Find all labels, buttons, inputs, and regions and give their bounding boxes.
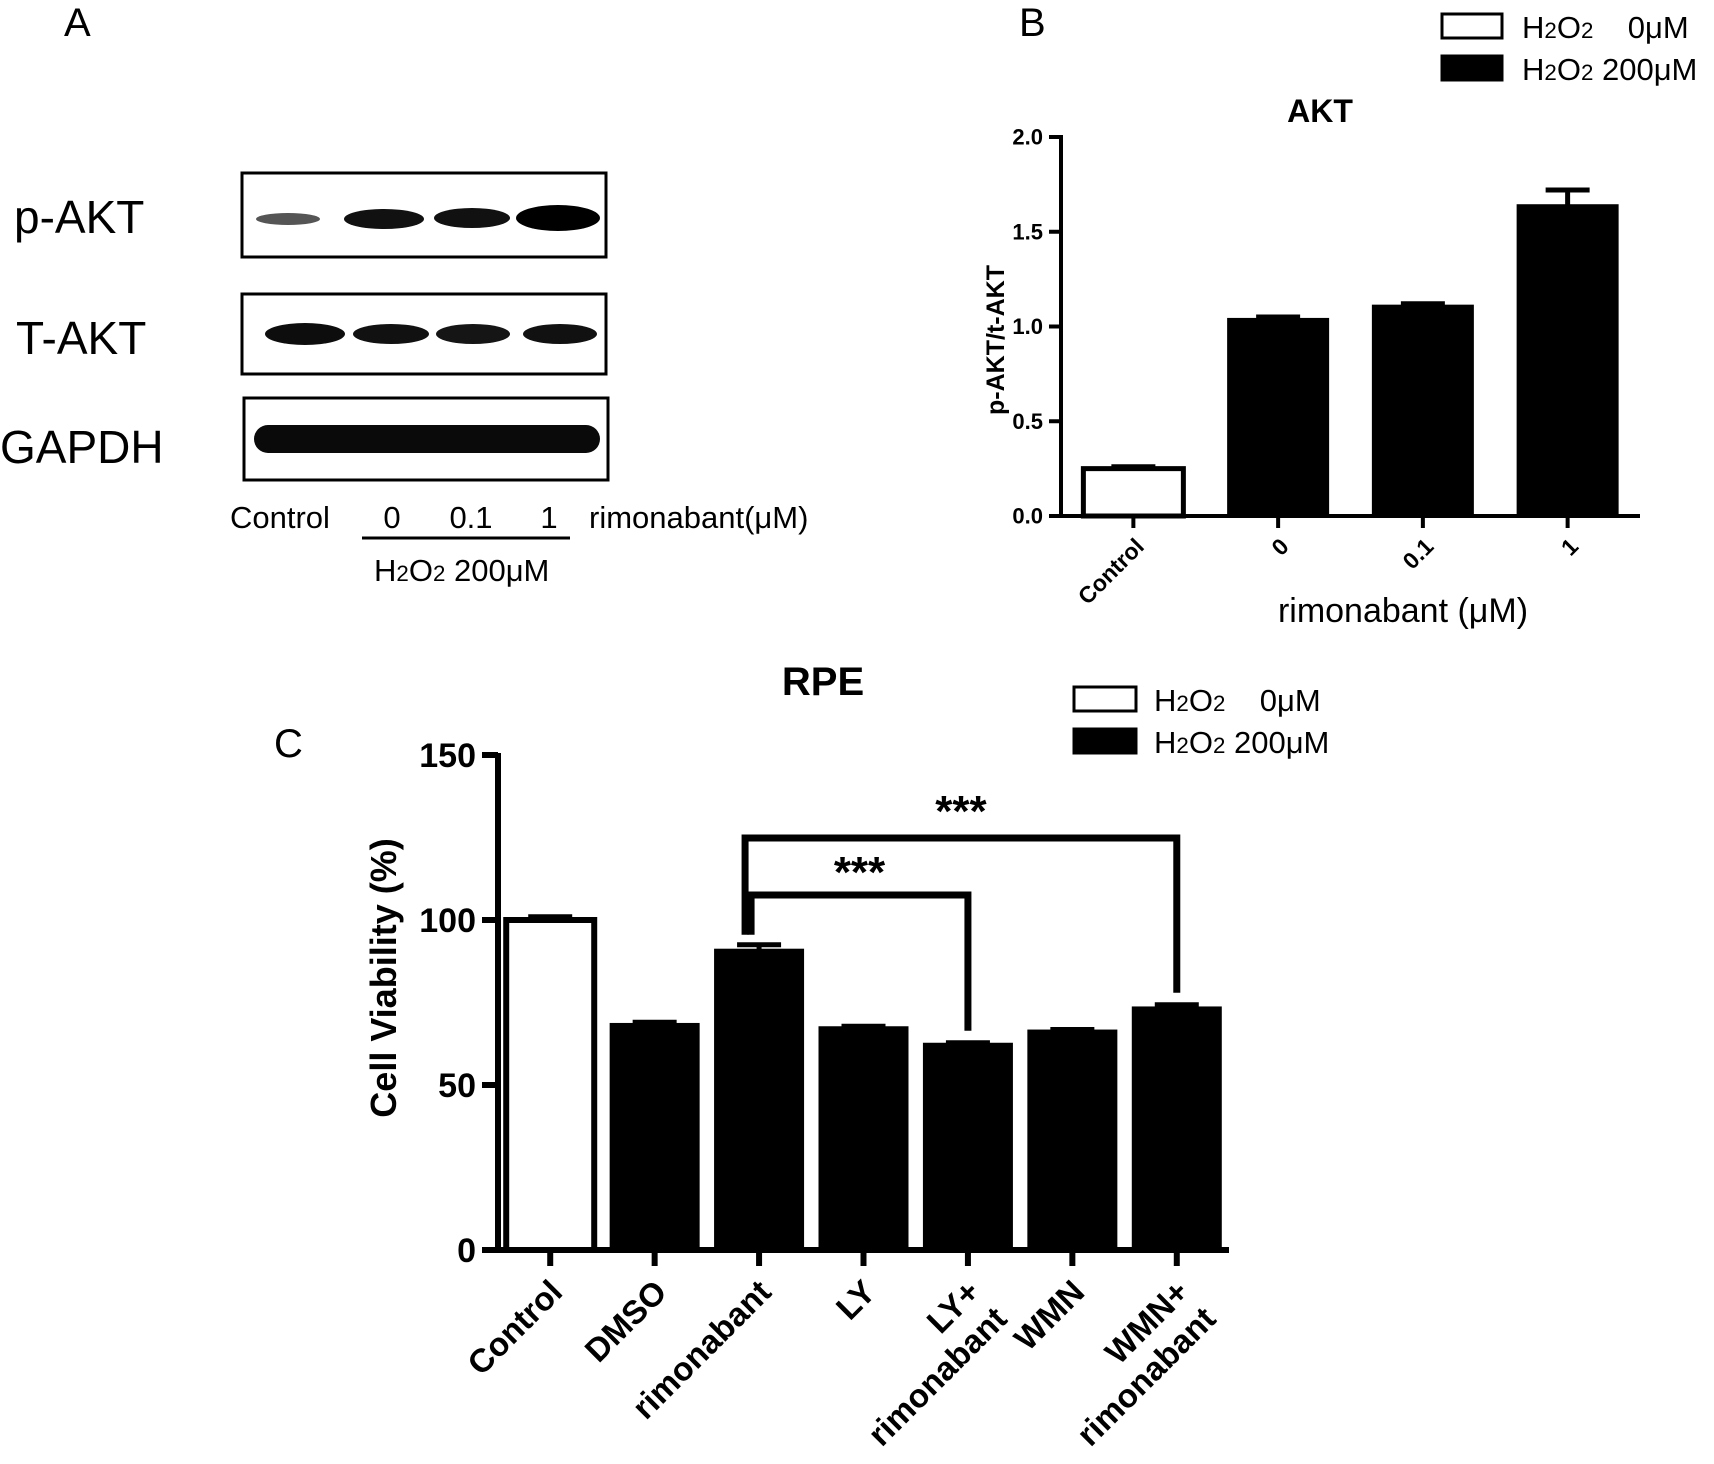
legend-b-entry-0: H2O2 0μM bbox=[1522, 10, 1689, 45]
lane-label-1: 1 bbox=[540, 500, 557, 535]
chart-c-ylabel: Cell Viability (%) bbox=[363, 838, 404, 1117]
chart-b-bar-0.1 bbox=[1371, 304, 1474, 517]
chart-b-bars bbox=[1080, 187, 1619, 519]
chart-b-x-tick-label-1: 1 bbox=[1556, 533, 1584, 561]
chart-c-significance-stars-2: *** bbox=[935, 787, 987, 836]
chart-b-y-tick-label: 0.5 bbox=[1012, 409, 1043, 434]
chart-c-x-tick-label-control: Control bbox=[460, 1273, 569, 1382]
band-p-akt-1 bbox=[516, 205, 600, 231]
panel-b-label: B bbox=[1019, 1, 1046, 45]
chart-c-significance-bracket-2 bbox=[741, 834, 1181, 993]
chart-b-title: AKT bbox=[1287, 93, 1353, 129]
chart-c-bar-wmn bbox=[1027, 1029, 1118, 1252]
band-p-akt-0 bbox=[344, 209, 424, 229]
chart-c-bar-wmn-rimonabant bbox=[1131, 1006, 1222, 1252]
chart-c: RPE Cell Viability (%) 0 50 100 150 Control… bbox=[363, 660, 1229, 1453]
lane-label-control: Control bbox=[230, 500, 330, 535]
chart-c-significance-stars-1: *** bbox=[834, 848, 886, 897]
chart-b-y-tick-label: 0.0 bbox=[1012, 504, 1043, 529]
legend-c-swatch-0 bbox=[1072, 685, 1138, 713]
panel-a: A p-AKT T-AKT GAPDH Control 0 0.1 1 rimo… bbox=[0, 1, 808, 588]
lane-label-0.1: 0.1 bbox=[449, 500, 492, 535]
chart-b-bar-0 bbox=[1227, 317, 1330, 518]
chart-b-y-tick-label: 1.5 bbox=[1012, 219, 1043, 244]
chart-c-bar-ly-rimonabant bbox=[922, 1042, 1013, 1251]
legend-b-entry-1: H2O2 200μM bbox=[1522, 52, 1697, 87]
blot-row-label-p-akt: p-AKT bbox=[14, 191, 144, 243]
chart-c-y-tick-label: 150 bbox=[419, 737, 476, 775]
chart-b-ylabel: p-AKT/t-AKT bbox=[982, 265, 1010, 415]
chart-b-y-tick-label: 1.0 bbox=[1012, 314, 1043, 339]
chart-c-annotations: *** *** bbox=[741, 787, 1181, 1031]
band-p-akt-0.1 bbox=[434, 208, 510, 228]
band-p-akt-control bbox=[256, 213, 320, 225]
panel-a-label: A bbox=[64, 1, 91, 45]
chart-b-x-tick-label-0: 0 bbox=[1266, 533, 1293, 560]
panel-c-label: C bbox=[274, 722, 303, 766]
chart-b-xlabel: rimonabant (μM) bbox=[1278, 592, 1528, 630]
legend-c-entry-1: H2O2 200μM bbox=[1154, 725, 1329, 760]
chart-c-bar-rimonabant bbox=[714, 948, 805, 1251]
chart-c-y-tick-label: 50 bbox=[438, 1067, 476, 1105]
chart-b-x-tick-label-control: Control bbox=[1073, 533, 1149, 609]
chart-b-bar-1 bbox=[1516, 204, 1619, 517]
chart-c-bar-ly bbox=[818, 1026, 909, 1251]
chart-c-title: RPE bbox=[782, 660, 864, 704]
chart-c-y-tick-label: 0 bbox=[457, 1232, 476, 1270]
chart-c-bars bbox=[503, 914, 1222, 1253]
band-gapdh bbox=[254, 425, 600, 453]
chart-b-y-axis: 0.0 0.5 1.0 1.5 2.0 bbox=[1012, 125, 1063, 529]
chart-c-significance-bracket-1 bbox=[747, 891, 972, 1031]
lane-label-0: 0 bbox=[383, 500, 400, 535]
chart-c-bar-control bbox=[503, 917, 598, 1253]
blot-row-label-t-akt: T-AKT bbox=[16, 312, 146, 364]
chart-b-y-tick-label: 2.0 bbox=[1012, 125, 1043, 150]
band-t-akt-1 bbox=[523, 324, 597, 344]
legend-c-entry-0: H2O2 0μM bbox=[1154, 683, 1321, 718]
legend-b-swatch-1 bbox=[1440, 54, 1504, 82]
legend-b-swatch-0 bbox=[1440, 12, 1504, 40]
treatment-label: H2O2 200μM bbox=[374, 553, 549, 588]
legend-c-swatch-1 bbox=[1072, 727, 1138, 755]
blot-row-label-gapdh: GAPDH bbox=[0, 421, 164, 473]
band-t-akt-control bbox=[265, 323, 345, 345]
band-t-akt-0.1 bbox=[436, 324, 510, 344]
legend-c: H2O2 0μM H2O2 200μM bbox=[1072, 683, 1329, 760]
chart-c-x-tick-label-wmn: WMN bbox=[1007, 1273, 1091, 1357]
chart-c-x-tick-label-ly: LY bbox=[829, 1273, 883, 1327]
legend-b: H2O2 0μM H2O2 200μM bbox=[1440, 10, 1697, 87]
chart-b-bar-control bbox=[1080, 466, 1186, 519]
chart-c-x-tick-label-dmso: DMSO bbox=[577, 1273, 673, 1369]
lane-axis-label: rimonabant(μM) bbox=[589, 500, 808, 535]
chart-c-y-axis: 0 50 100 150 bbox=[419, 737, 501, 1270]
chart-c-y-tick-label: 100 bbox=[419, 902, 476, 940]
chart-b: AKT p-AKT/t-AKT 0.00.51.01.52.0 Control 0… bbox=[982, 93, 1640, 630]
chart-c-bar-dmso bbox=[609, 1022, 700, 1252]
chart-b-x-tick-label-0.1: 0.1 bbox=[1397, 533, 1438, 574]
band-t-akt-0 bbox=[353, 324, 429, 344]
